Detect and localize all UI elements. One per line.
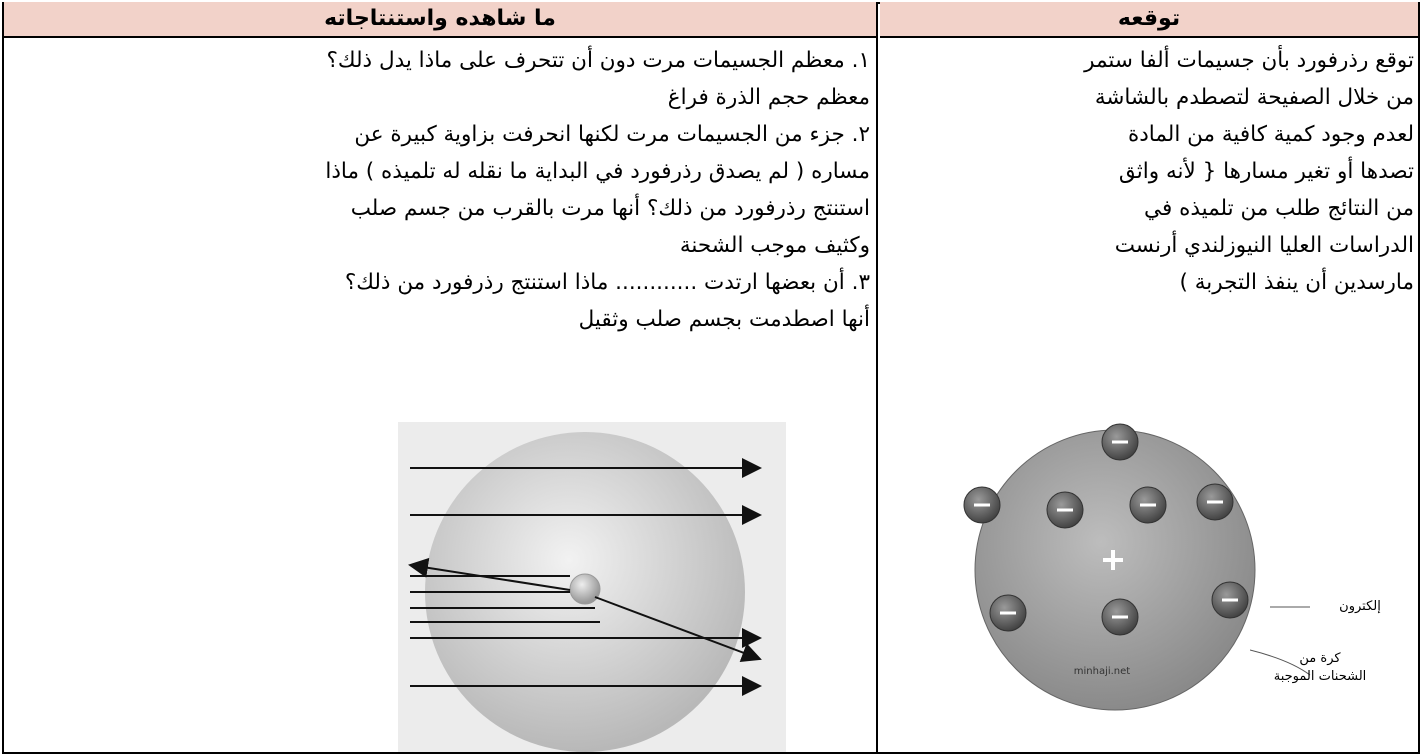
text-line: من النتائج طلب من تلميذه في: [1144, 196, 1414, 221]
text-line: تصدها أو تغير مسارها { لأنه واثق: [1118, 159, 1414, 184]
text-line: لعدم وجود كمية كافية من المادة: [1127, 122, 1414, 147]
figure-label: الشحنات الموجبة: [1274, 669, 1367, 684]
figure-label: إلكترون: [1339, 599, 1381, 614]
text-line: ٢. جزء من الجسيمات مرت لكنها انحرفت بزاو…: [354, 122, 870, 147]
figure-label: كرة من: [1299, 651, 1341, 666]
text-line: من خلال الصفيحة لتصطدم بالشاشة: [1094, 85, 1414, 110]
column-divider: [876, 2, 878, 754]
figure-labels: إلكترون كرة من الشحنات الموجبة: [1250, 599, 1381, 684]
observation-text: ١. معظم الجسيمات مرت دون أن تتحرف على ما…: [10, 42, 870, 338]
text-line: ١. معظم الجسيمات مرت دون أن تتحرف على ما…: [326, 48, 870, 73]
text-line: استنتج رذرفورد من ذلك؟ أنها مرت بالقرب م…: [350, 196, 870, 221]
thomson-model-figure: [963, 423, 1256, 711]
text-line: ٣. أن بعضها ارتدت ............ ماذا استن…: [344, 270, 870, 295]
prediction-text: توقع رذرفورد بأن جسيمات ألفا ستمر من خلال…: [884, 42, 1414, 301]
watermark-text: minhaji.net: [1074, 666, 1131, 677]
text-line: توقع رذرفورد بأن جسيمات ألفا ستمر: [1084, 48, 1414, 73]
column-header: ما شاهده واستنتاجاته: [4, 2, 876, 38]
text-line: مارسدين أن ينفذ التجربة ): [1179, 270, 1414, 295]
text-line: وكثيف موجب الشحنة: [679, 233, 870, 258]
text-line: الدراسات العليا النيوزلندي أرنست: [1114, 233, 1414, 258]
column-header: توقعه: [880, 2, 1418, 38]
text-line: أنها اصطدمت بجسم صلب وثقيل: [578, 307, 870, 332]
watermark: minhaji.net: [1074, 666, 1131, 677]
text-line: معظم حجم الذرة فراغ: [667, 85, 870, 110]
text-line: مساره ( لم يصدق رذرفورد في البداية ما نق…: [325, 159, 870, 184]
gold-foil-figure: [398, 422, 786, 752]
